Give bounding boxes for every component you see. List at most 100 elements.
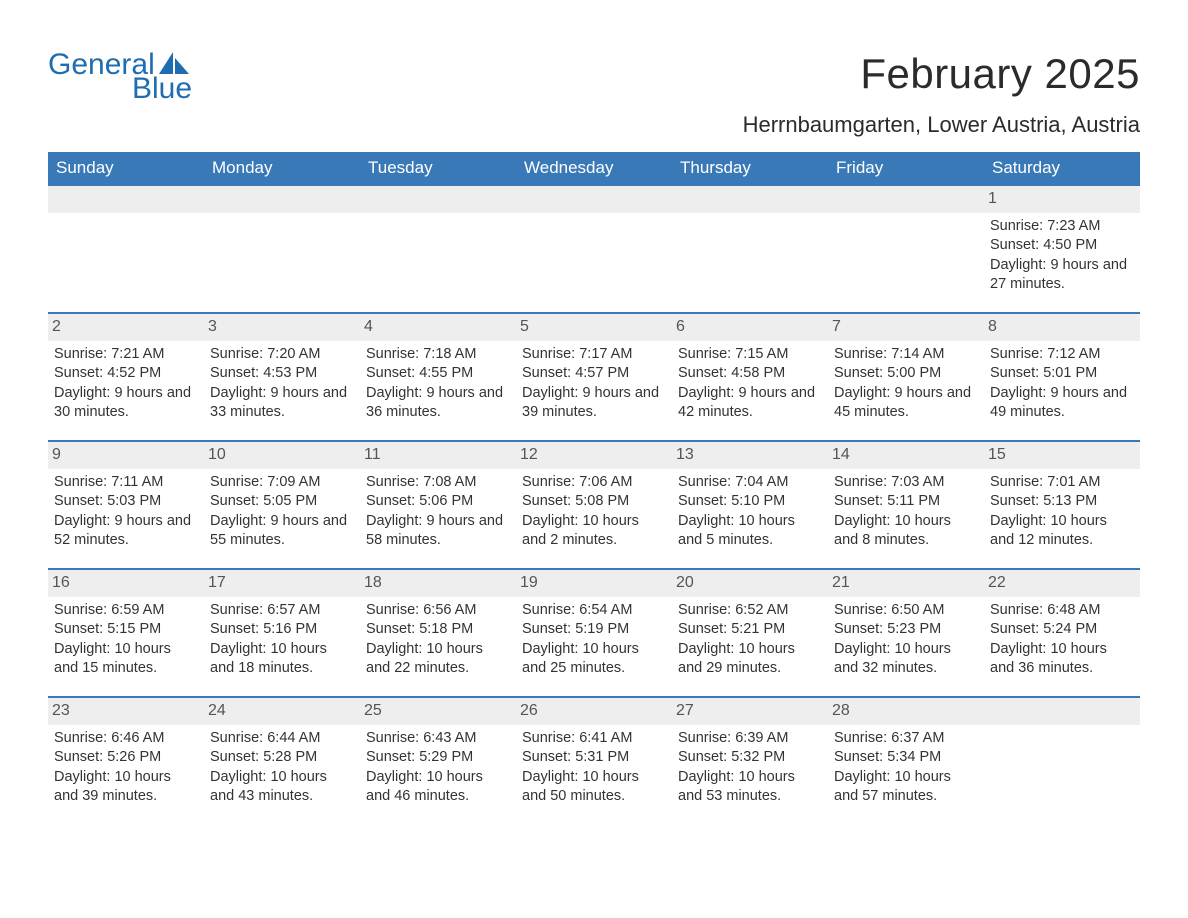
day-cell: 27Sunrise: 6:39 AMSunset: 5:32 PMDayligh…	[672, 698, 828, 824]
sunrise-line: Sunrise: 7:03 AM	[834, 473, 978, 493]
day-number: 9	[48, 442, 204, 469]
day-cell: 23Sunrise: 6:46 AMSunset: 5:26 PMDayligh…	[48, 698, 204, 824]
sunset-line: Sunset: 5:34 PM	[834, 748, 978, 768]
day-number: 10	[204, 442, 360, 469]
day-number: 8	[984, 314, 1140, 341]
daylight-line: Daylight: 9 hours and 27 minutes.	[990, 256, 1134, 295]
day-details: Sunrise: 6:48 AMSunset: 5:24 PMDaylight:…	[988, 601, 1134, 679]
dow-cell: Thursday	[672, 152, 828, 184]
day-details: Sunrise: 7:20 AMSunset: 4:53 PMDaylight:…	[208, 345, 354, 423]
day-cell	[360, 186, 516, 312]
week-row: 1Sunrise: 7:23 AMSunset: 4:50 PMDaylight…	[48, 184, 1140, 312]
day-details: Sunrise: 6:43 AMSunset: 5:29 PMDaylight:…	[364, 729, 510, 807]
day-number: 21	[828, 570, 984, 597]
daylight-line: Daylight: 9 hours and 30 minutes.	[54, 384, 198, 423]
day-cell: 17Sunrise: 6:57 AMSunset: 5:16 PMDayligh…	[204, 570, 360, 696]
day-cell: 22Sunrise: 6:48 AMSunset: 5:24 PMDayligh…	[984, 570, 1140, 696]
day-number	[516, 186, 672, 213]
calendar-body: 1Sunrise: 7:23 AMSunset: 4:50 PMDaylight…	[48, 184, 1140, 824]
dow-cell: Wednesday	[516, 152, 672, 184]
dow-cell: Friday	[828, 152, 984, 184]
location-text: Herrnbaumgarten, Lower Austria, Austria	[743, 112, 1140, 138]
sunset-line: Sunset: 5:06 PM	[366, 492, 510, 512]
day-cell: 9 Sunrise: 7:11 AMSunset: 5:03 PMDaylight…	[48, 442, 204, 568]
sunset-line: Sunset: 5:15 PM	[54, 620, 198, 640]
day-details: Sunrise: 6:46 AMSunset: 5:26 PMDaylight:…	[52, 729, 198, 807]
day-number: 6	[672, 314, 828, 341]
sunrise-line: Sunrise: 7:09 AM	[210, 473, 354, 493]
week-row: 16 Sunrise: 6:59 AMSunset: 5:15 PM Dayligh…	[48, 568, 1140, 696]
day-details: Sunrise: 7:06 AMSunset: 5:08 PMDaylight:…	[520, 473, 666, 551]
day-cell: 4Sunrise: 7:18 AMSunset: 4:55 PMDaylight…	[360, 314, 516, 440]
sail-icon	[159, 52, 189, 74]
daylight-line: Daylight: 10 hours and 8 minutes.	[834, 512, 978, 551]
sunset-line: Sunset: 5:31 PM	[522, 748, 666, 768]
sunset-line: Sunset: 4:57 PM	[522, 364, 666, 384]
sunrise-line: Sunrise: 6:52 AM	[678, 601, 822, 621]
day-cell: 28 Sunrise: 6:37 AMSunset: 5:34 PMDayligh…	[828, 698, 984, 824]
sunrise-line: Sunrise: 6:54 AM	[522, 601, 666, 621]
sunset-line: Sunset: 5:32 PM	[678, 748, 822, 768]
day-cell: 20Sunrise: 6:52 AMSunset: 5:21 PMDayligh…	[672, 570, 828, 696]
sunrise-line: Sunrise: 6:59 AM	[54, 601, 198, 621]
day-details: Sunrise: 7:18 AMSunset: 4:55 PMDaylight:…	[364, 345, 510, 423]
daylight-line: Daylight: 10 hours and 39 minutes.	[54, 768, 198, 807]
day-cell: 12Sunrise: 7:06 AMSunset: 5:08 PMDayligh…	[516, 442, 672, 568]
day-number	[204, 186, 360, 213]
day-details: Sunrise: 6:39 AMSunset: 5:32 PMDaylight:…	[676, 729, 822, 807]
sunset-line: Sunset: 5:13 PM	[990, 492, 1134, 512]
sunset-line: Sunset: 5:23 PM	[834, 620, 978, 640]
day-details: Sunrise: 6:41 AMSunset: 5:31 PMDaylight:…	[520, 729, 666, 807]
week-row: 23Sunrise: 6:46 AMSunset: 5:26 PMDayligh…	[48, 696, 1140, 824]
sunrise-line: Sunrise: 7:23 AM	[990, 217, 1134, 237]
day-details: Sunrise: 7:04 AMSunset: 5:10 PMDaylight:…	[676, 473, 822, 551]
sunrise-line: Sunrise: 7:18 AM	[366, 345, 510, 365]
daylight-line: Daylight: 10 hours and 12 minutes.	[990, 512, 1134, 551]
day-number: 24	[204, 698, 360, 725]
day-number	[360, 186, 516, 213]
day-number: 14	[828, 442, 984, 469]
day-number: 25	[360, 698, 516, 725]
page-title: February 2025	[743, 50, 1140, 98]
sunset-line: Sunset: 5:29 PM	[366, 748, 510, 768]
day-details: Sunrise: 7:09 AMSunset: 5:05 PMDaylight:…	[208, 473, 354, 551]
daylight-line: Daylight: 10 hours and 53 minutes.	[678, 768, 822, 807]
day-details: Sunrise: 6:37 AMSunset: 5:34 PMDaylight:…	[832, 729, 978, 807]
sunrise-line: Sunrise: 7:17 AM	[522, 345, 666, 365]
sunrise-line: Sunrise: 6:48 AM	[990, 601, 1134, 621]
sunset-line: Sunset: 4:55 PM	[366, 364, 510, 384]
header: General Blue February 2025 Herrnbaumgart…	[48, 50, 1140, 138]
sunset-line: Sunset: 4:52 PM	[54, 364, 198, 384]
day-cell: 18Sunrise: 6:56 AMSunset: 5:18 PMDayligh…	[360, 570, 516, 696]
sunrise-line: Sunrise: 6:50 AM	[834, 601, 978, 621]
day-details: Sunrise: 6:57 AMSunset: 5:16 PMDaylight:…	[208, 601, 354, 679]
daylight-line: Daylight: 9 hours and 33 minutes.	[210, 384, 354, 423]
day-details: Sunrise: 7:11 AMSunset: 5:03 PMDaylight:…	[52, 473, 198, 551]
day-number: 19	[516, 570, 672, 597]
daylight-line: Daylight: 10 hours and 57 minutes.	[834, 768, 978, 807]
sunset-line: Sunset: 5:16 PM	[210, 620, 354, 640]
dow-cell: Tuesday	[360, 152, 516, 184]
sunrise-line: Sunrise: 6:37 AM	[834, 729, 978, 749]
day-cell: 6Sunrise: 7:15 AMSunset: 4:58 PMDaylight…	[672, 314, 828, 440]
day-number: 16	[48, 570, 204, 597]
day-details: Sunrise: 7:01 AMSunset: 5:13 PMDaylight:…	[988, 473, 1134, 551]
sunrise-line: Sunrise: 7:21 AM	[54, 345, 198, 365]
day-cell: 19Sunrise: 6:54 AMSunset: 5:19 PMDayligh…	[516, 570, 672, 696]
day-number: 28	[828, 698, 984, 725]
day-details: Sunrise: 7:23 AMSunset: 4:50 PMDaylight:…	[988, 217, 1134, 295]
day-details: Sunrise: 6:56 AMSunset: 5:18 PMDaylight:…	[364, 601, 510, 679]
daylight-line: Daylight: 9 hours and 36 minutes.	[366, 384, 510, 423]
sunset-line: Sunset: 5:11 PM	[834, 492, 978, 512]
daylight-line: Daylight: 10 hours and 50 minutes.	[522, 768, 666, 807]
daylight-line: Daylight: 10 hours and 25 minutes.	[522, 640, 666, 679]
day-cell: 3Sunrise: 7:20 AMSunset: 4:53 PMDaylight…	[204, 314, 360, 440]
sunset-line: Sunset: 5:18 PM	[366, 620, 510, 640]
sunset-line: Sunset: 5:10 PM	[678, 492, 822, 512]
sunset-line: Sunset: 5:03 PM	[54, 492, 198, 512]
day-number: 15	[984, 442, 1140, 469]
day-details: Sunrise: 6:52 AMSunset: 5:21 PMDaylight:…	[676, 601, 822, 679]
calendar: SundayMondayTuesdayWednesdayThursdayFrid…	[48, 152, 1140, 824]
sunset-line: Sunset: 5:24 PM	[990, 620, 1134, 640]
logo-text-blue: Blue	[132, 74, 192, 104]
